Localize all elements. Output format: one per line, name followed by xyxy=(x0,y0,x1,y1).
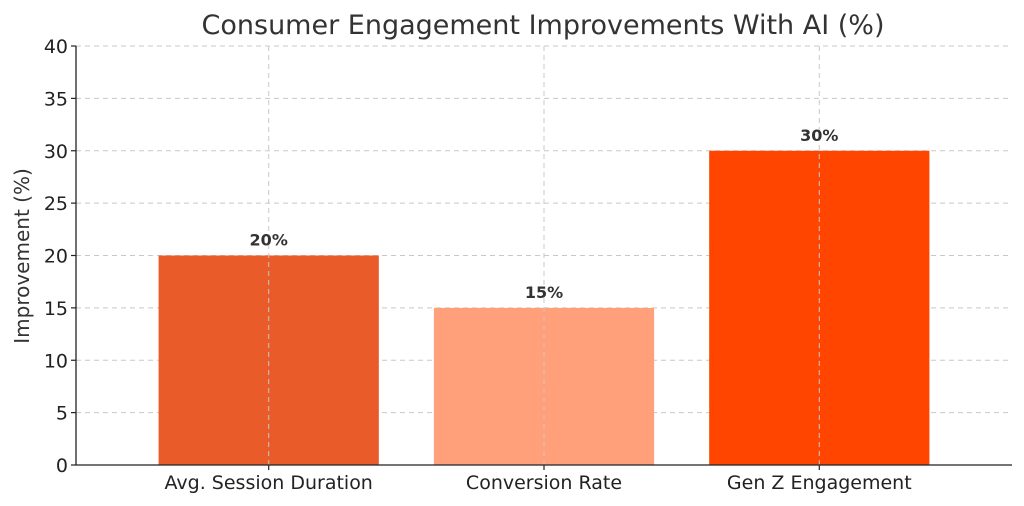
y-tick-label: 25 xyxy=(44,193,68,215)
x-tick-label: Avg. Session Duration xyxy=(165,472,373,494)
y-tick-label: 0 xyxy=(56,455,68,477)
y-tick-label: 5 xyxy=(56,403,68,425)
data-label: 20% xyxy=(250,231,288,250)
x-tick-label: Conversion Rate xyxy=(466,472,622,494)
x-tick-label: Gen Z Engagement xyxy=(727,472,912,494)
y-tick-label: 35 xyxy=(44,88,68,110)
y-tick-label: 40 xyxy=(44,36,68,58)
y-tick-label: 10 xyxy=(44,350,68,372)
chart-title: Consumer Engagement Improvements With AI… xyxy=(202,10,885,41)
y-tick-label: 30 xyxy=(44,141,68,163)
bar-1 xyxy=(433,307,655,465)
data-label: 15% xyxy=(525,283,563,302)
axes xyxy=(71,45,1012,470)
y-tick-label: 20 xyxy=(44,246,68,268)
data-label: 30% xyxy=(800,126,838,145)
y-tick-label: 15 xyxy=(44,298,68,320)
labels: 0 5 10 15 20 25 30 35 40 Avg. Session Duration Con… xyxy=(44,36,912,494)
y-axis-label: Improvement (%) xyxy=(10,168,34,344)
